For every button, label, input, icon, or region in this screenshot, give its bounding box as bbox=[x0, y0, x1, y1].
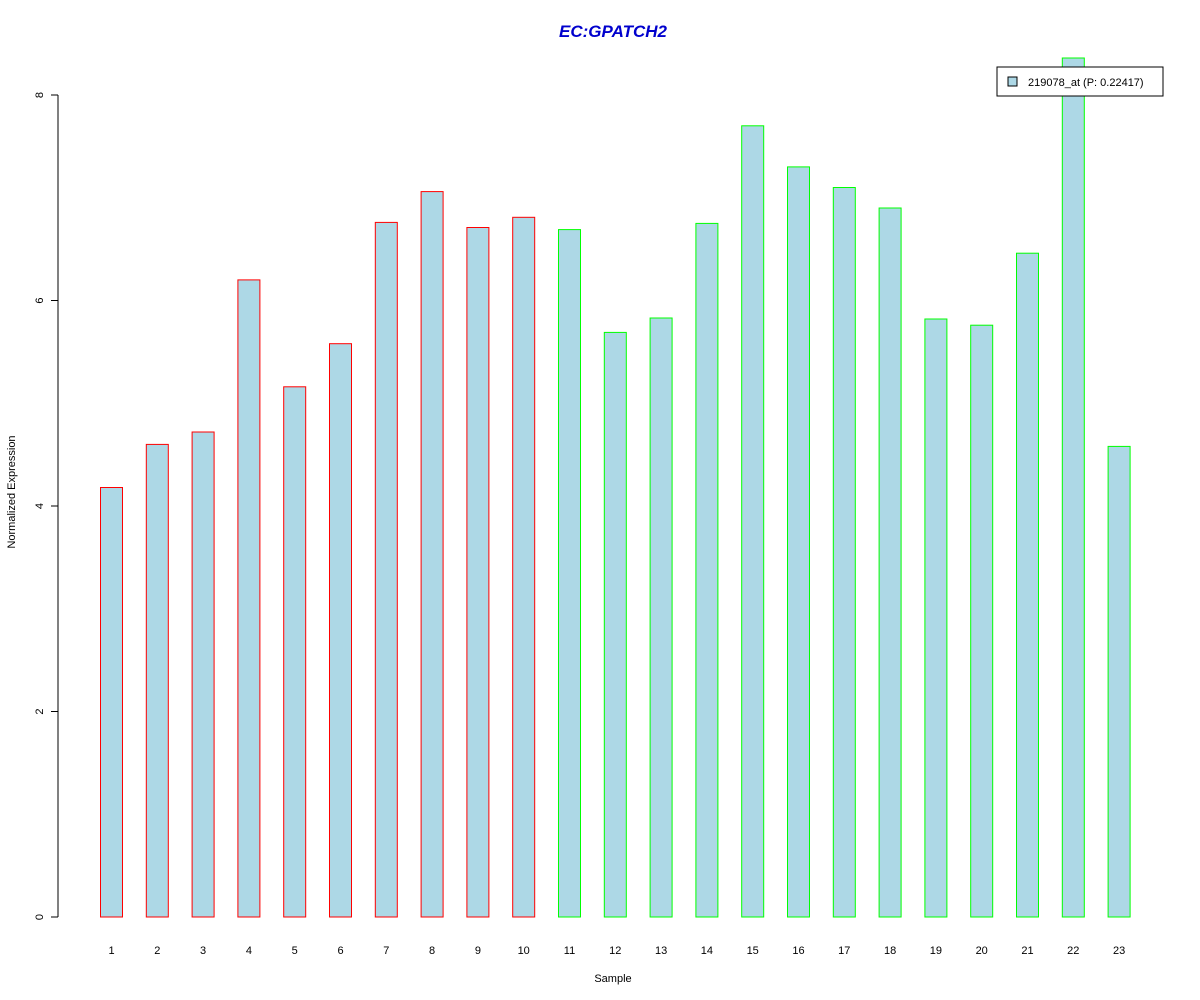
bar-sample-4 bbox=[237, 279, 261, 918]
bar-sample-20 bbox=[970, 324, 994, 918]
x-tick-label: 3 bbox=[200, 945, 206, 957]
bars-group bbox=[100, 57, 1131, 918]
x-tick-label: 19 bbox=[930, 945, 942, 957]
legend-swatch bbox=[1007, 76, 1018, 87]
bar-sample-16 bbox=[787, 166, 810, 918]
y-tick-label: 0 bbox=[34, 914, 46, 920]
chart-title: EC:GPATCH2 bbox=[559, 22, 668, 41]
bar-sample-3 bbox=[191, 431, 215, 918]
x-tick-labels: 1 2 3 4 5 6 7 8 9 10 11 12 13 14 15 16 17 18 19 20 21 22 23 bbox=[108, 945, 1125, 957]
x-tick-label: 13 bbox=[655, 945, 667, 957]
bar-sample-1 bbox=[100, 487, 123, 918]
legend-box bbox=[996, 66, 1164, 97]
bar-sample-7 bbox=[374, 221, 398, 918]
x-tick-label: 16 bbox=[792, 945, 804, 957]
x-tick-label: 1 bbox=[108, 945, 114, 957]
bar-sample-18 bbox=[878, 207, 902, 918]
bar-sample-12 bbox=[603, 331, 627, 918]
bar-sample-11 bbox=[558, 229, 581, 918]
x-tick-label: 22 bbox=[1067, 945, 1079, 957]
y-tick-label: 6 bbox=[34, 297, 46, 303]
bar-sample-9 bbox=[466, 227, 490, 918]
bar-sample-23 bbox=[1107, 445, 1131, 918]
x-tick-label: 8 bbox=[429, 945, 435, 957]
x-tick-label: 17 bbox=[838, 945, 850, 957]
bar-sample-15 bbox=[741, 125, 765, 918]
x-axis-label: Sample bbox=[594, 973, 631, 985]
x-tick-label: 7 bbox=[383, 945, 389, 957]
legend: 219078_at (P: 0.22417) bbox=[996, 66, 1164, 97]
bar-sample-6 bbox=[329, 343, 352, 918]
x-tick-label: 6 bbox=[337, 945, 343, 957]
bar-sample-8 bbox=[420, 191, 444, 918]
bar-sample-10 bbox=[512, 216, 536, 918]
bar-sample-13 bbox=[649, 317, 673, 918]
x-tick-label: 4 bbox=[246, 945, 252, 957]
x-tick-label: 14 bbox=[701, 945, 713, 957]
y-tick-label: 2 bbox=[34, 708, 46, 714]
bar-sample-17 bbox=[832, 187, 856, 918]
bar-sample-22 bbox=[1061, 57, 1085, 918]
bar-sample-2 bbox=[145, 443, 169, 918]
x-tick-label: 18 bbox=[884, 945, 896, 957]
x-tick-label: 10 bbox=[518, 945, 530, 957]
y-tick-label: 8 bbox=[34, 92, 46, 98]
bar-sample-21 bbox=[1016, 252, 1039, 918]
y-tick-label: 4 bbox=[34, 503, 46, 509]
x-tick-label: 5 bbox=[292, 945, 298, 957]
bar-sample-19 bbox=[924, 318, 948, 918]
x-tick-label: 21 bbox=[1021, 945, 1033, 957]
bar-sample-5 bbox=[283, 386, 307, 918]
x-tick-label: 23 bbox=[1113, 945, 1125, 957]
x-tick-label: 20 bbox=[976, 945, 988, 957]
legend-label: 219078_at (P: 0.22417) bbox=[1028, 77, 1144, 89]
y-axis-label: Normalized Expression bbox=[6, 435, 18, 548]
x-tick-label: 15 bbox=[747, 945, 759, 957]
y-axis: 0 2 4 6 8 bbox=[34, 92, 59, 920]
x-tick-label: 11 bbox=[564, 945, 575, 957]
x-tick-label: 2 bbox=[154, 945, 160, 957]
bar-sample-14 bbox=[695, 222, 719, 918]
x-tick-label: 9 bbox=[475, 945, 481, 957]
x-tick-label: 12 bbox=[609, 945, 621, 957]
